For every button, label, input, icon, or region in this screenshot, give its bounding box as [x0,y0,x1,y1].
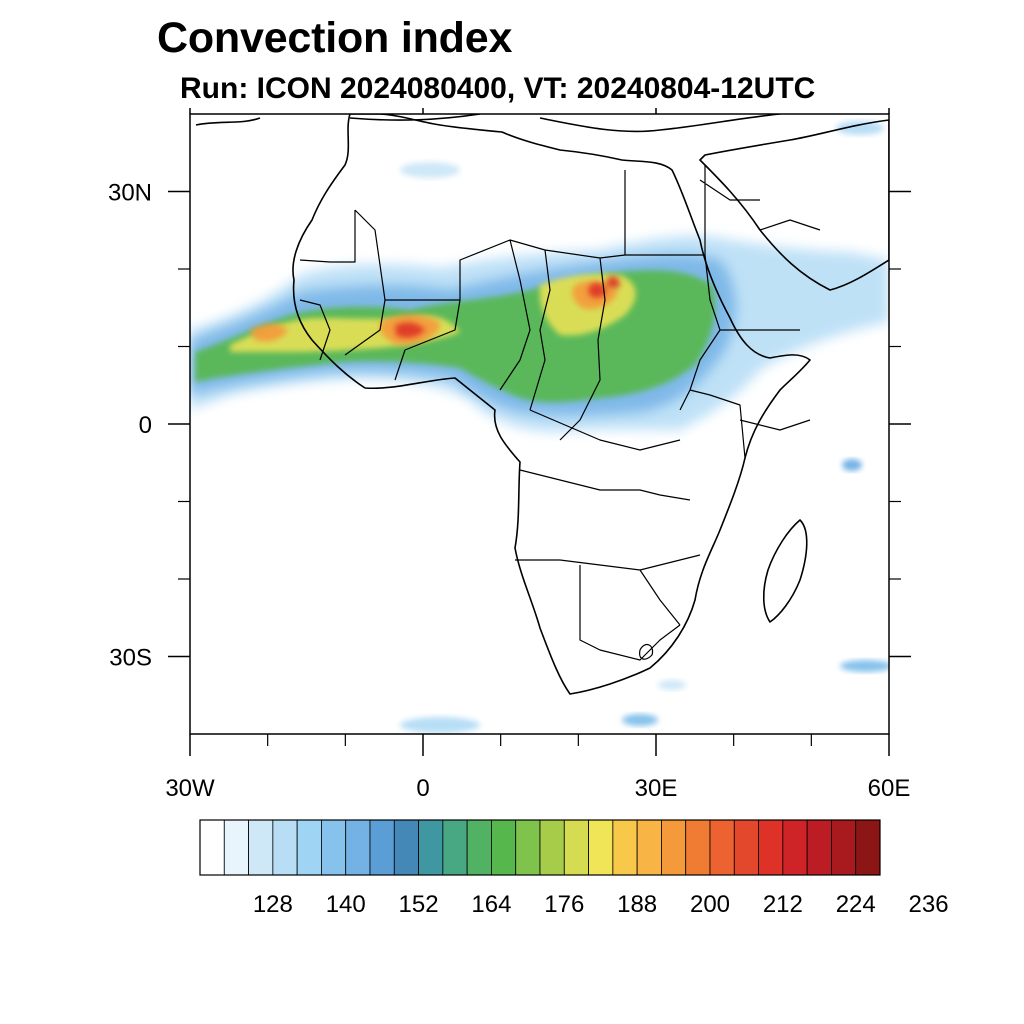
colorbar-swatch [321,819,347,876]
field-patch [400,717,480,733]
colorbar-swatch [248,819,274,876]
colorbar-swatch [369,819,395,876]
lon-tick-label: 30E [635,775,678,802]
lat-tick-label: 30N [108,180,152,207]
map-axes: 30W 0 30E 60E 30N 0 30S [108,108,911,802]
colorbar-swatch [782,819,808,876]
colorbar-swatch [661,819,687,876]
colorbar-label: 164 [471,891,511,918]
lon-tick-label: 30W [165,775,215,802]
europe-coastline [195,114,781,133]
field-patch [622,714,658,726]
colorbar-swatch [588,819,614,876]
colorbar-swatch [491,819,517,876]
colorbar: 128 140 152 164 176 188 200 212 224 236 [199,819,949,918]
colorbar-swatch [636,819,662,876]
field-patch [658,680,686,690]
colorbar-swatch [733,819,759,876]
colorbar-swatch [199,819,225,876]
colorbar-label: 236 [909,891,949,918]
colorbar-label: 152 [399,891,439,918]
colorbar-swatch [515,819,541,876]
lat-tick-label: 30S [109,645,152,672]
africa-coastline [292,114,811,695]
field-red-cores [395,276,620,338]
colorbar-swatch [345,819,371,876]
colorbar-label: 176 [544,891,584,918]
colorbar-swatch [831,819,857,876]
colorbar-label: 140 [326,891,366,918]
colorbar-swatch [709,819,735,876]
colorbar-label: 188 [617,891,657,918]
page-title: Convection index [157,14,513,62]
colorbar-swatch [806,819,832,876]
colorbar-swatch [612,819,638,876]
field-patch [840,660,889,672]
colorbar-swatch [223,819,249,876]
colorbar-swatch [272,819,298,876]
colorbar-swatch [539,819,565,876]
lat-tick-label: 0 [139,412,152,439]
country-borders [299,165,821,661]
colorbar-frame [199,819,881,876]
lon-tick-label: 60E [868,775,911,802]
field-patch [842,459,862,471]
madagascar-coastline [762,519,808,623]
colorbar-swatch [855,819,881,876]
colorbar-swatch [296,819,322,876]
colorbar-swatch [685,819,711,876]
run-subtitle: Run: ICON 2024080400, VT: 20240804-12UTC [180,72,816,105]
colorbar-swatch [563,819,589,876]
map-outlines [195,114,889,695]
colorbar-label: 128 [253,891,293,918]
field-yellow-patches [230,273,636,352]
field-patch [400,162,460,178]
lon-tick-label: 0 [416,775,429,802]
colorbar-swatch [393,819,419,876]
arabia-coastline [699,119,889,291]
colorbar-swatch [442,819,468,876]
colorbar-label: 212 [763,891,803,918]
colorbar-swatch [758,819,784,876]
colorbar-label: 200 [690,891,730,918]
colorbar-swatch [418,819,444,876]
field-orange-patches [250,280,618,345]
colorbar-label: 224 [836,891,876,918]
colorbar-swatch [466,819,492,876]
field-patch [836,121,884,135]
